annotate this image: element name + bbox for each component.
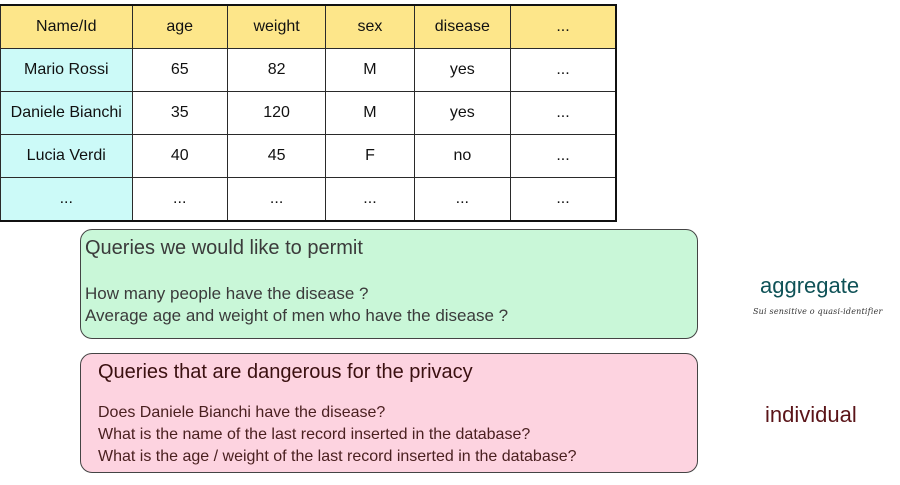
dangerous-query: What is the name of the last record inse… xyxy=(98,426,531,443)
permitted-queries-box: Queries we would like to permit How many… xyxy=(80,229,698,339)
cell-sex: M xyxy=(325,48,415,92)
cell-age: ... xyxy=(131,177,228,222)
aggregate-label: aggregate xyxy=(760,273,860,298)
header-more: ... xyxy=(510,4,617,49)
cell-weight: ... xyxy=(226,177,327,222)
cell-sex: M xyxy=(325,91,415,135)
cell-more: ... xyxy=(510,91,617,135)
cell-weight: 82 xyxy=(226,48,327,92)
dangerous-queries-title: Queries that are dangerous for the priva… xyxy=(98,361,473,383)
cell-name: Daniele Bianchi xyxy=(0,91,133,135)
dangerous-queries-list: Does Daniele Bianchi have the disease? W… xyxy=(98,402,577,468)
header-sex: sex xyxy=(325,4,415,49)
table-header-row: Name/Id age weight sex disease ... xyxy=(0,4,617,49)
cell-weight: 45 xyxy=(226,134,327,178)
cell-disease: yes xyxy=(413,91,512,135)
table-row: Lucia Verdi 40 45 F no ... xyxy=(0,134,617,178)
dangerous-queries-box: Queries that are dangerous for the priva… xyxy=(80,353,698,473)
permitted-queries-list: How many people have the disease ? Avera… xyxy=(85,283,508,327)
header-age: age xyxy=(131,4,228,49)
aggregate-handwritten-note: Sui sensitive o quasi-identifier xyxy=(753,307,883,316)
cell-name: ... xyxy=(0,177,133,222)
cell-sex: ... xyxy=(325,177,415,222)
cell-disease: yes xyxy=(413,48,512,92)
dangerous-query: What is the age / weight of the last rec… xyxy=(98,448,577,465)
cell-age: 40 xyxy=(131,134,228,178)
records-table: Name/Id age weight sex disease ... Mario… xyxy=(0,4,617,222)
permitted-query: How many people have the disease ? xyxy=(85,284,369,303)
dangerous-query: Does Daniele Bianchi have the disease? xyxy=(98,404,386,421)
cell-name: Mario Rossi xyxy=(0,48,133,92)
cell-age: 35 xyxy=(131,91,228,135)
table-row: ... ... ... ... ... ... xyxy=(0,177,617,222)
cell-disease: no xyxy=(413,134,512,178)
cell-sex: F xyxy=(325,134,415,178)
cell-weight: 120 xyxy=(226,91,327,135)
cell-more: ... xyxy=(510,134,617,178)
cell-more: ... xyxy=(510,177,617,222)
permitted-query: Average age and weight of men who have t… xyxy=(85,306,509,325)
header-name-id: Name/Id xyxy=(0,4,133,49)
permitted-queries-title: Queries we would like to permit xyxy=(85,237,363,259)
table-row: Mario Rossi 65 82 M yes ... xyxy=(0,48,617,92)
cell-name: Lucia Verdi xyxy=(0,134,133,178)
table-row: Daniele Bianchi 35 120 M yes ... xyxy=(0,91,617,135)
header-weight: weight xyxy=(226,4,327,49)
cell-age: 65 xyxy=(131,48,228,92)
cell-disease: ... xyxy=(413,177,512,222)
cell-more: ... xyxy=(510,48,617,92)
individual-label: individual xyxy=(765,402,857,427)
header-disease: disease xyxy=(413,4,512,49)
